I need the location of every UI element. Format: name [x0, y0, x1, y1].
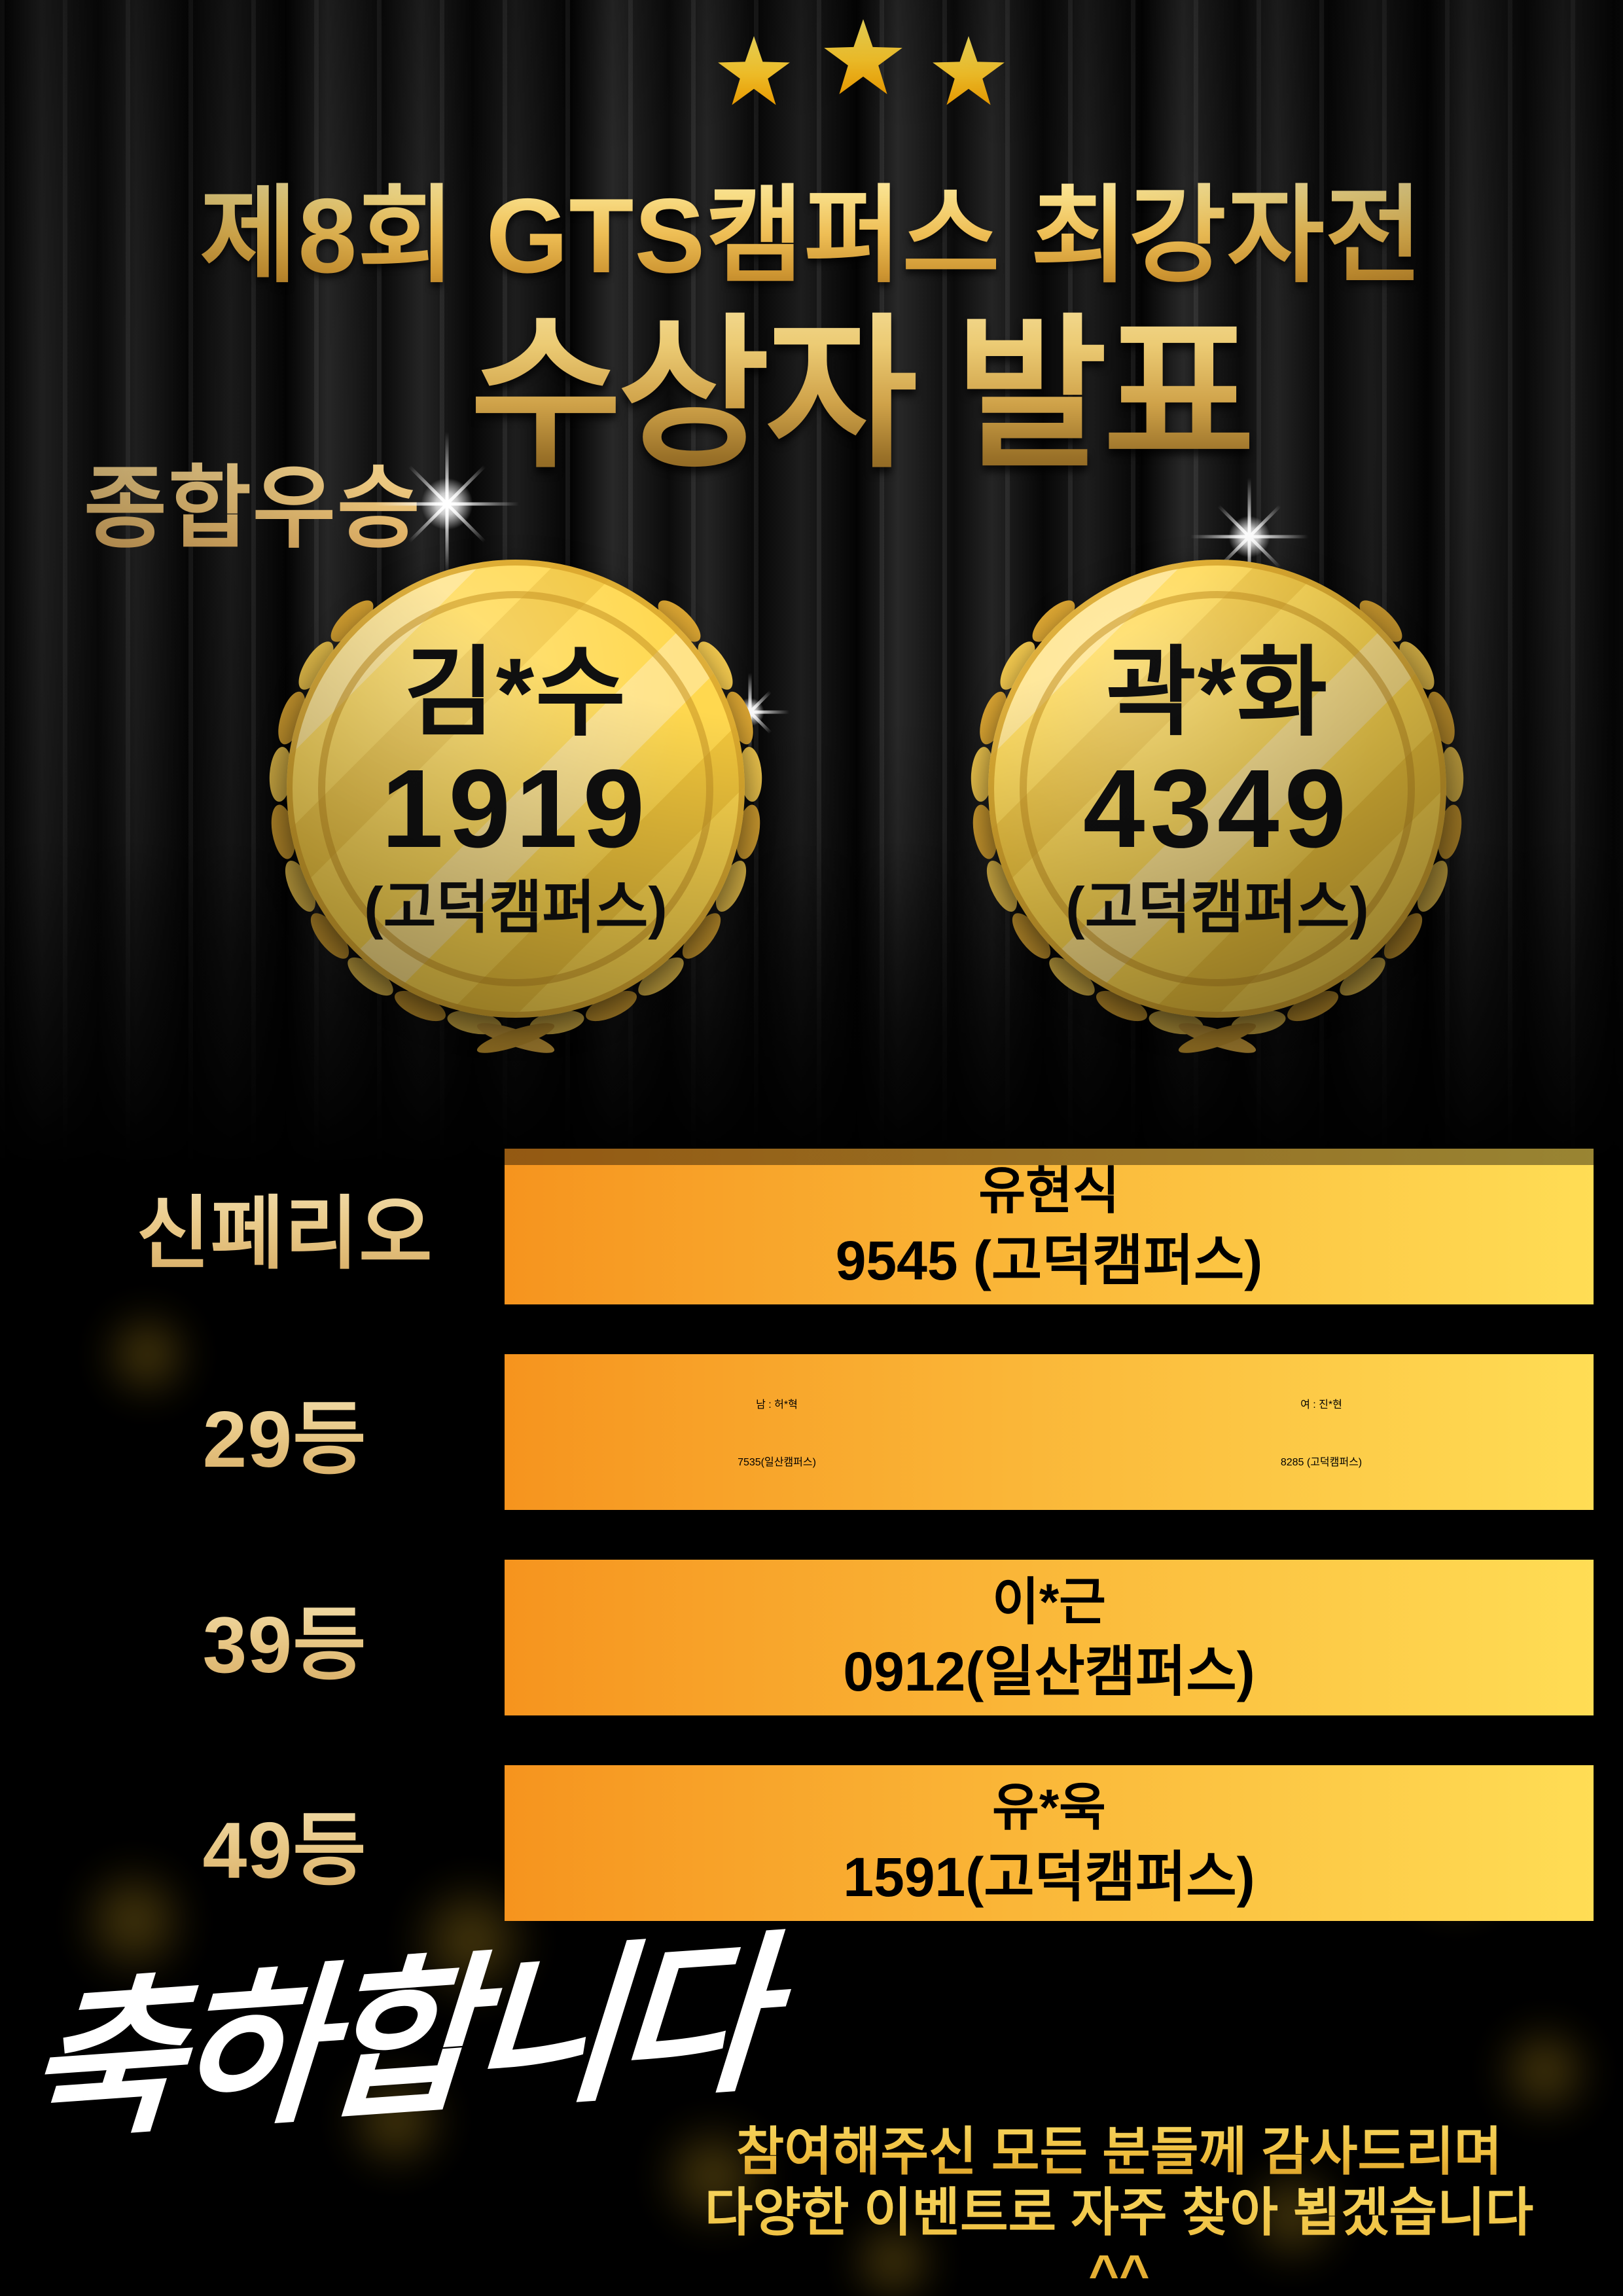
rank-label-39: 39등: [72, 1560, 497, 1715]
awardee-name: 여 : 진*현: [1300, 1399, 1342, 1411]
award-column-female: 여 : 진*현 8285 (고덕캠퍼스): [1049, 1354, 1594, 1510]
award-column-male: 남 : 허*혁 7535(일산캠퍼스): [505, 1354, 1049, 1510]
laurel-wreath-icon: [962, 558, 1472, 1053]
star-icon: [933, 36, 1005, 105]
bokeh-glow: [79, 1852, 190, 1990]
gold-medal-winner-1: 김*수 1919 (고덕캠퍼스): [260, 558, 771, 1066]
awardee-name: 이*근: [992, 1573, 1106, 1631]
winner-name: 김*수: [404, 637, 628, 748]
winner-number: 1919: [381, 747, 651, 872]
star-icon: [824, 19, 902, 94]
award-bar-49: 유*욱 1591(고덕캠퍼스): [505, 1765, 1594, 1921]
awardee-number-campus: 9545 (고덕캠퍼스): [835, 1229, 1263, 1291]
awardee-number-campus: 1591(고덕캠퍼스): [843, 1846, 1255, 1908]
thank-you-message: 참여해주신 모든 분들께 감사드리며 다양한 이벤트로 자주 찾아 뵙겠습니다 …: [668, 2122, 1571, 2296]
bokeh-glow: [340, 2062, 452, 2179]
awardee-name: 유*욱: [992, 1778, 1106, 1837]
rank-label-shinperio: 신페리오: [72, 1149, 497, 1304]
award-bar-29: 남 : 허*혁 7535(일산캠퍼스) 여 : 진*현 8285 (고덕캠퍼스): [505, 1354, 1594, 1510]
awardee-name: 유현식: [978, 1162, 1120, 1220]
awardee-number-campus: 7535(일산캠퍼스): [738, 1456, 816, 1468]
medal-coin: [287, 560, 745, 1018]
rank-label-29: 29등: [72, 1354, 497, 1510]
thank-you-line1: 참여해주신 모든 분들께 감사드리며: [668, 2122, 1571, 2183]
award-bar-39: 이*근 0912(일산캠퍼스): [505, 1560, 1594, 1715]
winner-number: 4349: [1082, 747, 1352, 872]
rank-label-49: 49등: [72, 1765, 497, 1921]
awardee-number-campus: 8285 (고덕캠퍼스): [1280, 1456, 1363, 1468]
medal-coin: [988, 560, 1446, 1018]
overall-winner-label: 종합우승: [84, 435, 421, 565]
bokeh-glow: [98, 1302, 196, 1407]
awardee-number-campus: 0912(일산캠퍼스): [843, 1640, 1255, 1702]
event-title: 제8회 GTS캠퍼스 최강자전: [0, 149, 1623, 303]
gold-medal-winner-2: 곽*화 4349 (고덕캠퍼스): [962, 558, 1472, 1066]
winner-campus: (고덕캠퍼스): [1065, 874, 1369, 940]
bokeh-glow: [844, 2212, 942, 2296]
awardee-name: 남 : 허*혁: [756, 1399, 798, 1411]
award-bar-shinperio: 유현식 9545 (고덕캠퍼스): [505, 1149, 1594, 1304]
bokeh-glow: [1492, 2016, 1597, 2127]
winner-campus: (고덕캠퍼스): [364, 874, 668, 940]
star-icon: [718, 36, 790, 105]
page-title: 수상자 발표: [98, 260, 1623, 499]
bokeh-glow: [654, 2114, 772, 2238]
laurel-wreath-icon: [260, 558, 771, 1053]
thank-you-line2: 다양한 이벤트로 자주 찾아 뵙겠습니다 ^^: [668, 2183, 1571, 2296]
winner-name: 곽*화: [1105, 637, 1329, 748]
bokeh-glow: [1237, 2160, 1348, 2271]
